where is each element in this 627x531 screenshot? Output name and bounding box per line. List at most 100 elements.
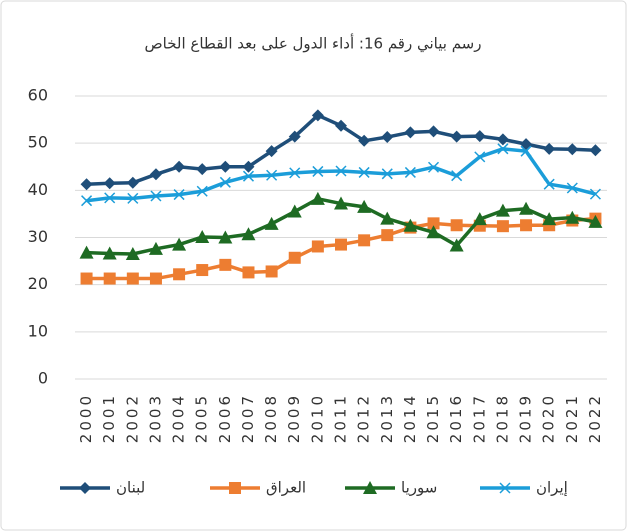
legend-label: سوريا [401, 479, 437, 497]
marker [242, 160, 255, 173]
x-tick-label: 2019 [517, 393, 535, 443]
x-tick-label: 2014 [401, 393, 419, 443]
marker [497, 143, 509, 155]
marker [335, 238, 347, 251]
y-tick-label: 60 [28, 86, 48, 105]
marker [589, 188, 601, 200]
x-tick-label: 2005 [193, 393, 211, 443]
marker [173, 160, 186, 173]
legend-marker [363, 481, 377, 494]
x-tick-label: 2020 [540, 393, 558, 443]
marker [450, 130, 463, 143]
x-tick-label: 2017 [470, 393, 488, 443]
marker [519, 201, 534, 215]
marker [566, 182, 578, 194]
chart-title: رسم بياني رقم 16: أداء الدول على بعد الق… [144, 34, 481, 54]
marker [173, 189, 185, 201]
marker [126, 272, 139, 285]
x-tick-label: 2002 [123, 393, 141, 443]
x-tick-label: 2009 [285, 393, 303, 443]
marker [149, 272, 162, 285]
y-tick-label: 0 [38, 369, 48, 388]
legend-label: لبنان [116, 479, 145, 497]
marker [125, 247, 140, 261]
marker [195, 230, 210, 244]
x-tick-label: 2010 [308, 393, 326, 443]
y-tick-label: 40 [28, 180, 48, 199]
marker [172, 237, 187, 251]
marker [381, 131, 394, 144]
marker [566, 143, 579, 156]
x-tick-label: 2021 [563, 393, 581, 443]
marker [357, 199, 372, 213]
x-tick-label: 2008 [262, 393, 280, 443]
marker [173, 268, 186, 281]
marker [358, 166, 370, 178]
marker [310, 191, 325, 205]
marker [451, 170, 463, 182]
marker [589, 144, 602, 157]
marker [219, 160, 232, 173]
marker [358, 134, 371, 147]
marker [543, 178, 555, 190]
marker [265, 145, 278, 158]
x-tick-label: 2006 [216, 393, 234, 443]
marker [474, 151, 486, 163]
marker [542, 212, 557, 226]
marker [426, 225, 441, 239]
x-tick-label: 2004 [170, 393, 188, 443]
marker [404, 126, 417, 139]
marker [495, 203, 510, 217]
marker [520, 219, 533, 232]
marker [150, 190, 162, 202]
marker [496, 133, 509, 146]
marker [334, 196, 348, 210]
marker [102, 246, 117, 260]
legend-item: إيران [480, 479, 568, 497]
y-tick-label: 10 [28, 321, 48, 340]
y-tick-label: 50 [28, 133, 48, 152]
x-tick-label: 2000 [77, 393, 95, 443]
marker [242, 266, 255, 279]
x-tick-label: 2007 [239, 393, 257, 443]
marker [543, 142, 556, 155]
marker [427, 217, 440, 230]
marker [520, 138, 533, 151]
x-tick-label: 2018 [493, 393, 511, 443]
marker [473, 130, 486, 143]
marker [288, 251, 301, 264]
marker [472, 212, 487, 226]
x-tick-label: 2022 [586, 393, 604, 443]
legend-marker [229, 482, 241, 494]
marker [103, 272, 116, 285]
x-tick-label: 2015 [424, 393, 442, 443]
marker [264, 216, 279, 230]
marker [81, 195, 93, 207]
y-tick-label: 20 [28, 274, 48, 293]
marker [266, 169, 278, 181]
x-tick-label: 2016 [447, 393, 465, 443]
marker [241, 227, 256, 241]
marker [380, 211, 395, 225]
marker [80, 272, 93, 285]
marker [427, 161, 440, 173]
marker [427, 125, 440, 138]
legend-item: سوريا [345, 479, 437, 497]
marker [311, 240, 324, 253]
marker [335, 165, 347, 177]
marker [287, 204, 302, 218]
marker [403, 218, 418, 232]
marker [288, 130, 301, 143]
marker [127, 192, 139, 204]
marker [311, 109, 324, 122]
legend-item: العراق [210, 479, 306, 497]
legend-marker [79, 482, 91, 494]
legend-label: العراق [266, 479, 306, 497]
marker [381, 229, 394, 242]
marker [312, 165, 324, 177]
legend-label: إيران [536, 479, 568, 497]
marker [265, 265, 278, 278]
marker [80, 178, 93, 191]
x-tick-label: 2012 [355, 393, 373, 443]
